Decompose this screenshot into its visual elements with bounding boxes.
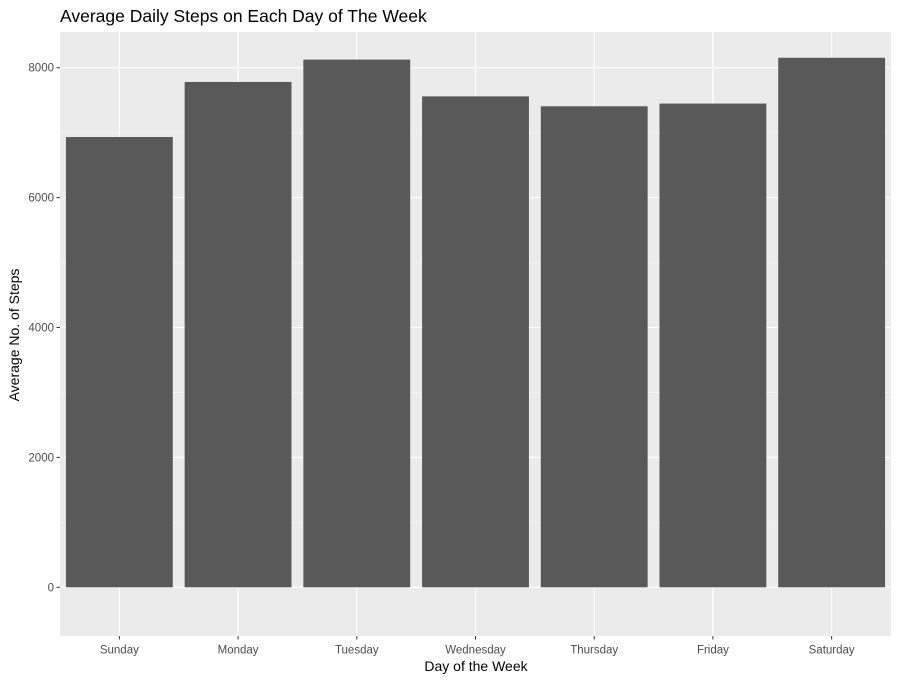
bar-thursday (540, 106, 648, 588)
y-axis-title: Average No. of Steps (6, 269, 22, 402)
bars (65, 57, 886, 588)
x-tick-label: Thursday (570, 645, 618, 657)
y-tick-label: 6000 (28, 193, 54, 205)
x-tick-label: Saturday (809, 645, 855, 657)
x-tick-label: Tuesday (335, 645, 379, 657)
bar-tuesday (303, 59, 411, 588)
x-tick-label: Monday (218, 645, 259, 657)
y-tick-label: 0 (48, 582, 54, 594)
bar-saturday (778, 57, 886, 588)
y-tick-label: 2000 (28, 452, 54, 464)
bar-wednesday (422, 96, 529, 588)
x-axis-title: Day of the Week (424, 658, 528, 674)
bar-sunday (65, 137, 173, 588)
y-tick-label: 8000 (28, 63, 54, 75)
x-tick-label: Friday (697, 645, 729, 657)
y-axis: 0 2000 4000 6000 8000 (28, 63, 60, 594)
bar-friday (659, 103, 767, 588)
x-tick-label: Wednesday (445, 645, 506, 657)
x-axis: Sunday Monday Tuesday Wednesday Thursday Frid… (100, 636, 855, 657)
chart-title: Average Daily Steps on Each Day of The W… (60, 6, 427, 26)
y-tick-label: 4000 (28, 323, 54, 335)
x-tick-label: Sunday (100, 645, 139, 657)
bar-monday (184, 81, 292, 588)
